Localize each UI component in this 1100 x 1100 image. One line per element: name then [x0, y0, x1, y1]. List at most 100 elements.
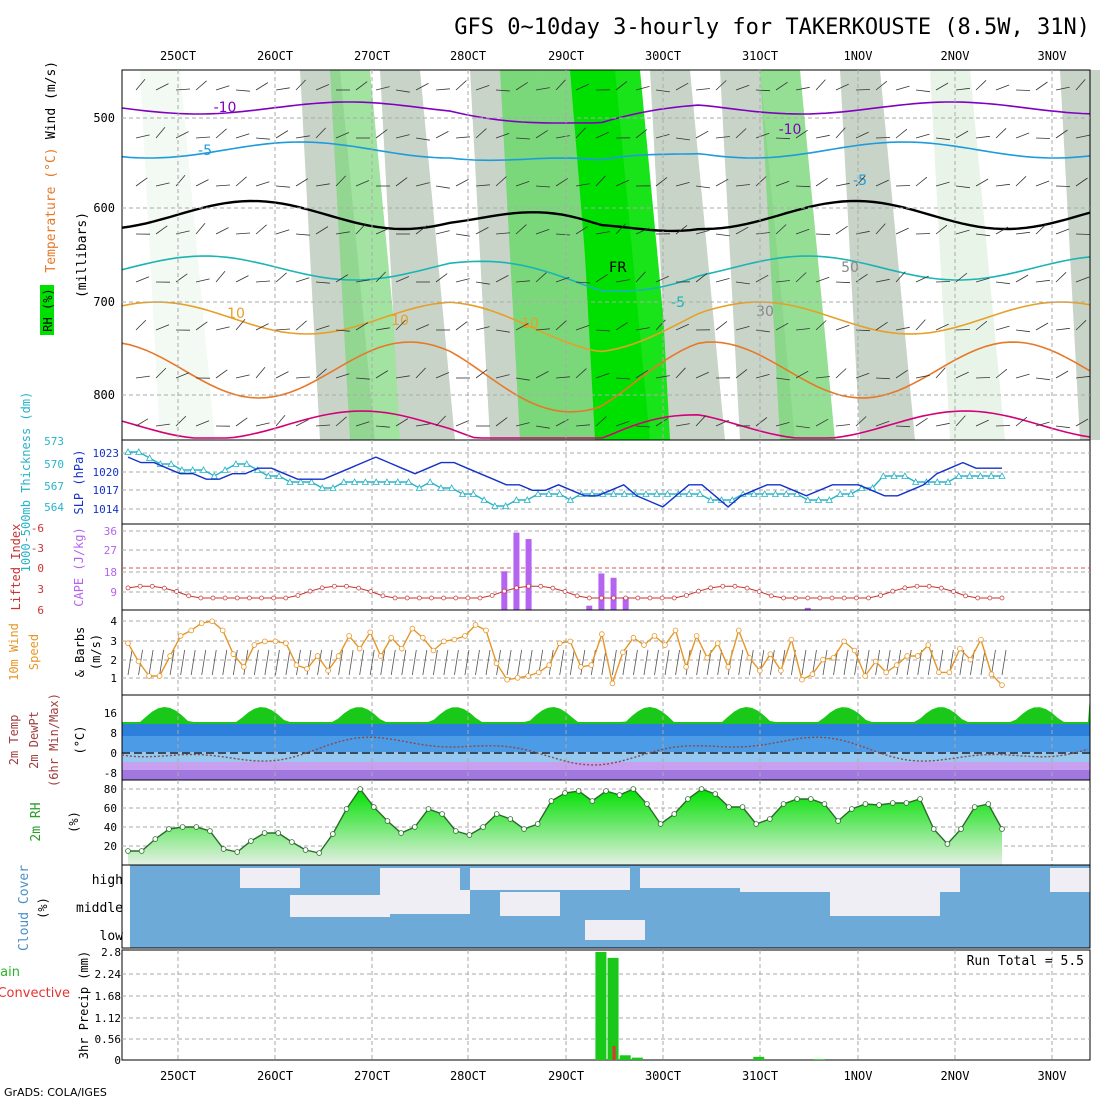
cape-bar: [586, 605, 593, 610]
thickness-point: [480, 496, 488, 503]
wind-barb: [195, 179, 209, 187]
wind-barb: [495, 89, 511, 92]
wind-speed-point: [483, 627, 489, 634]
wind-barb: [215, 326, 230, 331]
thickness-point: [178, 466, 186, 473]
wind-barb: [1035, 279, 1050, 283]
wind-barb-10m: [253, 649, 259, 676]
rh2m-point: [603, 788, 609, 794]
wind-barb: [315, 84, 330, 91]
wind-barb: [495, 417, 508, 427]
wind-barb: [355, 421, 370, 427]
thickness-point: [350, 478, 359, 485]
thickness-point: [286, 478, 294, 485]
rh2m-point: [548, 798, 555, 804]
wind-barb: [395, 276, 410, 283]
rh2m-point: [644, 801, 650, 807]
wind-speed-point: [778, 667, 784, 674]
wind-barb: [155, 182, 170, 187]
precip-bar: [813, 1059, 825, 1060]
wind-speed-point: [936, 669, 942, 676]
wind-barb: [895, 425, 911, 428]
wind-barb-10m: [411, 649, 417, 676]
wind-barb: [1035, 377, 1050, 381]
rh2m-point: [903, 800, 910, 806]
precip-ylabel-b: Convective: [0, 986, 70, 1001]
li-point: [125, 585, 131, 591]
li-point: [283, 595, 289, 601]
cape-tick: 18: [104, 566, 117, 579]
wind-speed-point: [451, 636, 458, 643]
temp-band: [122, 752, 1090, 762]
wind-barb-10m: [654, 649, 659, 676]
wind-barb: [735, 84, 750, 91]
wind-barb: [775, 377, 790, 381]
li-point: [234, 595, 240, 601]
li-point: [659, 595, 665, 601]
wind-barb-10m: [201, 649, 207, 676]
thickness-point: [491, 502, 499, 509]
thickness-point: [847, 490, 855, 497]
wind-barb-10m: [264, 649, 270, 676]
rh-ylabel-unit: (%): [67, 811, 81, 833]
wind-barb: [615, 81, 628, 91]
wind-barb: [575, 127, 586, 139]
wind-barb: [415, 225, 428, 235]
wind-barb: [495, 275, 509, 283]
wind-barb: [735, 128, 747, 139]
wind-barb: [155, 367, 167, 379]
wind-speed-point: [735, 627, 742, 634]
wind-speed-point: [219, 627, 226, 634]
wind-barb-10m: [390, 649, 396, 676]
wind-speed-point: [504, 676, 510, 683]
wind-barb: [455, 179, 469, 187]
wind-barb: [995, 368, 1008, 379]
wind-barb: [275, 371, 289, 379]
rh2m-point: [917, 796, 923, 802]
rh2m-point: [371, 804, 377, 810]
wind-barb: [1075, 79, 1086, 91]
thickness-point: [965, 472, 974, 479]
rh2m-point: [193, 824, 200, 830]
wind-barb: [555, 178, 568, 187]
thickness-point: [189, 466, 197, 473]
rh2m-point: [821, 801, 828, 807]
cloud-level: middle: [76, 901, 123, 916]
temp-tick: 16: [104, 707, 117, 720]
wind-barb: [335, 416, 347, 427]
wind-barb: [635, 370, 648, 379]
wind-barb: [655, 418, 668, 427]
wind-barb: [815, 418, 829, 427]
wind-barb: [595, 373, 610, 379]
wind-barb: [795, 272, 807, 283]
wind-barb: [715, 178, 729, 187]
date-tick-bottom: 29OCT: [548, 1069, 584, 1083]
li-point: [611, 595, 616, 601]
wind-barb: [575, 183, 590, 187]
rh2m-point: [616, 792, 623, 798]
wind-barb: [195, 278, 210, 283]
wind-barb: [1075, 134, 1090, 139]
wind-barb: [155, 423, 170, 427]
wind-barb: [955, 130, 969, 139]
wind-barb: [355, 322, 369, 331]
wind-barb: [555, 79, 566, 91]
wind-barb-10m: [822, 649, 828, 676]
cloud-ylabel: Cloud Cover: [17, 865, 32, 951]
wind-barb-10m: [633, 649, 638, 676]
wind-speed-point: [872, 658, 879, 665]
wind-speed-point: [620, 649, 626, 656]
wind-barb: [755, 329, 770, 333]
thickness-point: [653, 490, 661, 497]
wind-speed-point: [367, 629, 373, 636]
li-point: [635, 595, 641, 601]
precip-tick: 2.8: [101, 946, 121, 959]
thickness-point: [124, 448, 132, 455]
wind-barb: [715, 136, 730, 139]
wind-barb: [135, 375, 150, 379]
wind-barb: [935, 281, 951, 283]
wind-speed-point: [809, 671, 816, 678]
wind-barb: [995, 425, 1011, 427]
wind-barb: [395, 177, 408, 187]
thickness-point: [804, 496, 812, 503]
